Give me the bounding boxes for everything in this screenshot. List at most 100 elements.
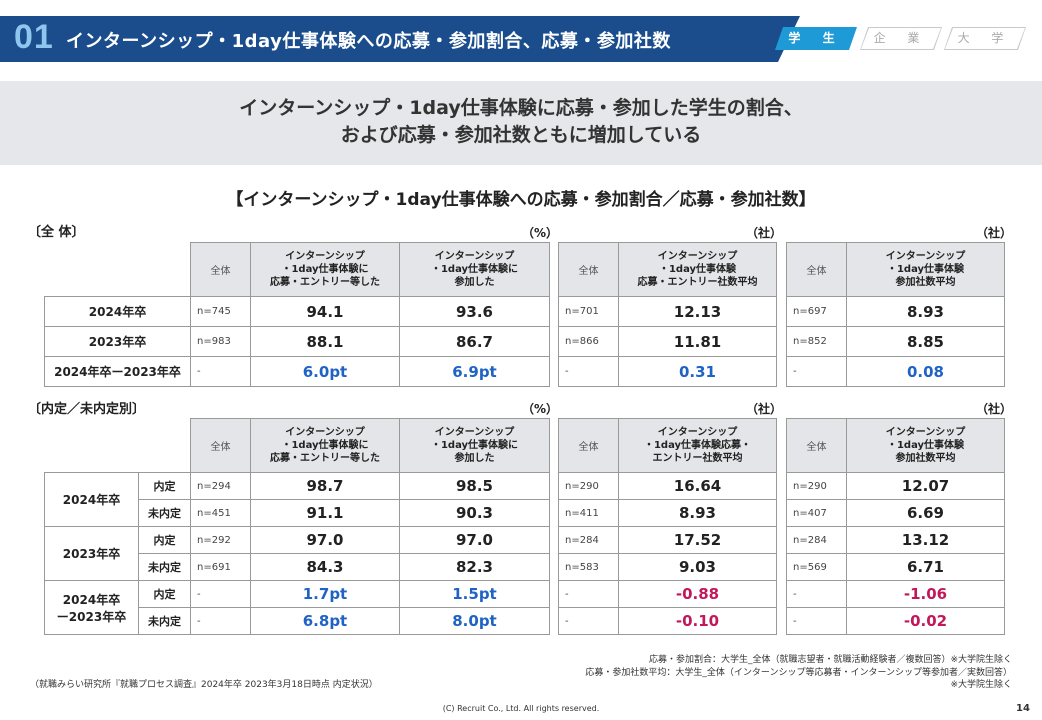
table-row: n=411 8.93 <box>558 499 777 527</box>
status-label-cell: 内定 <box>138 472 191 500</box>
table-row: n=290 16.64 <box>558 472 777 500</box>
table-row: n=852 8.85 <box>786 326 1005 357</box>
value-cell: 9.03 <box>618 553 777 581</box>
table-row: - -0.88 <box>558 580 777 608</box>
status-unit-pct: （%） <box>522 402 559 416</box>
tab-universities[interactable]: 大 学 <box>944 27 1026 50</box>
col-pct-join: インターンシップ ・1day仕事体験に 参加した <box>399 242 550 297</box>
value-cell: 91.1 <box>250 499 400 527</box>
table-row: 2023年卒 内定 n=292 97.0 97.0 <box>44 526 550 581</box>
footnote-count: 応募・参加社数平均：大学生_全体（インターンシップ等応募者・インターンシップ等参… <box>585 668 1012 678</box>
table-row: 2023年卒 n=983 88.1 86.7 <box>44 326 550 357</box>
n-count: - <box>558 356 619 387</box>
table-row: 2024年卒ー2023年卒 - 6.0pt 6.9pt <box>44 356 550 387</box>
diff-value: 0.31 <box>618 356 777 387</box>
page-number: 14 <box>1016 703 1030 714</box>
table-row: -0.08 <box>786 356 1005 387</box>
footnote-rate: 応募・参加割合：大学生_全体（就職志望者・就職活動経験者／複数回答）※大学院生除… <box>648 655 1012 665</box>
status-pct-table: 全体 インターンシップ ・1day仕事体験に 応募・エントリー等した インターンシッ… <box>44 418 550 635</box>
col-cnt-join: インターンシップ ・1day仕事体験 参加社数平均 <box>846 242 1005 297</box>
status-label-cell: 内定 <box>138 526 191 554</box>
table-row: 2024年卒 内定 n=294 98.7 98.5 <box>44 472 550 527</box>
n-count: - <box>190 580 251 608</box>
overall-cnt-join-table: 全体 インターンシップ ・1day仕事体験 参加社数平均 n=697 8.93 n=8… <box>786 242 1005 387</box>
tab-students[interactable]: 学 生 <box>775 27 857 50</box>
col-pct-join: インターンシップ ・1day仕事体験に 参加した <box>399 418 550 473</box>
n-count: n=701 <box>558 296 619 327</box>
n-count: n=745 <box>190 296 251 327</box>
value-cell: 8.93 <box>618 499 777 527</box>
value-cell: 94.1 <box>250 296 400 327</box>
n-count: n=697 <box>786 296 847 327</box>
footnote-exclusion: ※大学院生除く <box>950 680 1012 690</box>
value-cell: 17.52 <box>618 526 777 554</box>
n-count: - <box>786 356 847 387</box>
status-label-cell: 未内定 <box>138 607 191 635</box>
value-cell: 93.6 <box>399 296 550 327</box>
value-cell: 12.07 <box>846 472 1005 500</box>
n-count: n=983 <box>190 326 251 357</box>
table-row: n=697 8.93 <box>786 296 1005 327</box>
status-unit-cnt-join: （社） <box>976 402 1013 416</box>
status-label-cell: 未内定 <box>138 553 191 581</box>
col-all: 全体 <box>558 418 619 473</box>
n-count: n=691 <box>190 553 251 581</box>
copyright: (C) Recruit Co., Ltd. All rights reserve… <box>442 704 600 713</box>
headline-banner: インターンシップ・1day仕事体験に応募・参加した学生の割合、 および応募・参加… <box>0 81 1042 165</box>
value-cell: 86.7 <box>399 326 550 357</box>
table-row: -0.31 <box>558 356 777 387</box>
table-row: n=407 6.69 <box>786 499 1005 527</box>
table-row: n=284 17.52 <box>558 526 777 554</box>
group-label: 2024年卒 ー2023年卒 <box>44 580 139 635</box>
n-count: n=292 <box>190 526 251 554</box>
n-count: - <box>190 607 251 635</box>
diff-value: -0.88 <box>618 580 777 608</box>
headline-line-1: インターンシップ・1day仕事体験に応募・参加した学生の割合、 <box>239 97 803 119</box>
value-cell: 88.1 <box>250 326 400 357</box>
table-row: n=569 6.71 <box>786 553 1005 581</box>
overall-cnt-apply-table: 全体 インターンシップ ・1day仕事体験 応募・エントリー社数平均 n=701 12… <box>558 242 777 387</box>
value-cell: 8.93 <box>846 296 1005 327</box>
diff-value: 1.7pt <box>250 580 400 608</box>
section-header-title: インターンシップ・1day仕事体験への応募・参加割合、応募・参加社数 <box>66 31 671 52</box>
table-row: 未内定 n=691 84.3 82.3 <box>45 553 550 581</box>
diff-value: 1.5pt <box>399 580 550 608</box>
overall-unit-pct: （%） <box>522 226 559 240</box>
table-row: n=290 12.07 <box>786 472 1005 500</box>
table-row: - -0.02 <box>786 607 1005 635</box>
section-number: 01 <box>14 18 54 56</box>
n-count: n=294 <box>190 472 251 500</box>
group-label: 2024年卒 <box>44 472 139 527</box>
table-row: n=284 13.12 <box>786 526 1005 554</box>
table-row: - -0.10 <box>558 607 777 635</box>
col-all: 全体 <box>786 418 847 473</box>
status-label: 〔内定／未内定別〕 <box>28 402 146 417</box>
value-cell: 11.81 <box>618 326 777 357</box>
n-count: n=852 <box>786 326 847 357</box>
status-cnt-join-table: 全体 インターンシップ ・1day仕事体験 参加社数平均 n=290 12.07 n=… <box>786 418 1005 635</box>
diff-value: 8.0pt <box>399 607 550 635</box>
diff-value: 6.0pt <box>250 356 400 387</box>
overall-label: 〔全 体〕 <box>28 225 85 240</box>
diff-value: 6.9pt <box>399 356 550 387</box>
value-cell: 8.85 <box>846 326 1005 357</box>
tab-companies[interactable]: 企 業 <box>860 27 942 50</box>
source-note: （就職みらい研究所『就職プロセス調査』2024年卒 2023年3月18日時点 内… <box>30 680 378 690</box>
section-header: 01 インターンシップ・1day仕事体験への応募・参加割合、応募・参加社数 <box>0 16 800 62</box>
n-count: - <box>190 356 251 387</box>
table-row: n=701 12.13 <box>558 296 777 327</box>
table-row: 2024年卒 n=745 94.1 93.6 <box>44 296 550 327</box>
tab-companies-label: 企 業 <box>861 28 941 49</box>
diff-value: -1.06 <box>846 580 1005 608</box>
overall-pct-table: 全体 インターンシップ ・1day仕事体験に 応募・エントリー等した インターンシッ… <box>44 242 550 387</box>
overall-unit-cnt-apply: （社） <box>746 226 783 240</box>
n-count: n=451 <box>190 499 251 527</box>
group-label: 2023年卒 <box>44 526 139 581</box>
table-row: n=866 11.81 <box>558 326 777 357</box>
row-label: 2024年卒ー2023年卒 <box>44 356 191 387</box>
value-cell: 6.69 <box>846 499 1005 527</box>
col-all: 全体 <box>190 242 251 297</box>
value-cell: 98.5 <box>399 472 550 500</box>
n-count: n=866 <box>558 326 619 357</box>
value-cell: 12.13 <box>618 296 777 327</box>
